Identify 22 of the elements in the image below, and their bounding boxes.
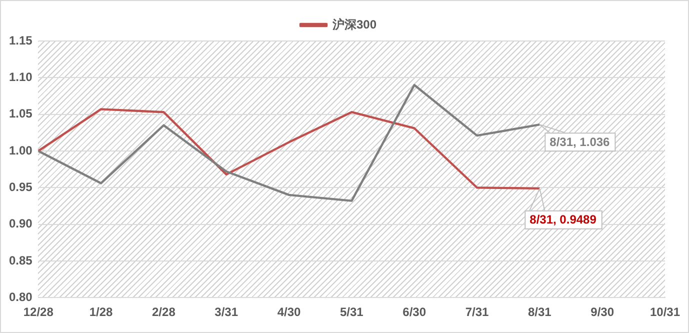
legend-label: 沪深300 bbox=[331, 17, 377, 32]
x-tick-label: 8/31 bbox=[528, 305, 552, 320]
x-tick-label: 5/31 bbox=[340, 305, 364, 320]
y-tick-label: 0.95 bbox=[8, 180, 33, 194]
x-tick-label: 4/30 bbox=[277, 305, 302, 320]
x-tick-label: 12/28 bbox=[23, 305, 54, 320]
x-tick-label: 10/31 bbox=[650, 305, 680, 320]
annotation: 8/31, 1.036 bbox=[550, 134, 610, 149]
y-tick-label: 1.05 bbox=[8, 106, 33, 121]
x-tick-label: 1/28 bbox=[89, 305, 114, 320]
y-tick-label: 1.00 bbox=[8, 143, 33, 158]
y-tick-label: 1.15 bbox=[8, 33, 33, 48]
x-tick-label: 3/31 bbox=[214, 305, 238, 320]
x-tick-label: 7/31 bbox=[465, 305, 489, 320]
y-tick-label: 1.10 bbox=[8, 70, 33, 84]
y-tick-label: 0.80 bbox=[8, 290, 33, 304]
y-tick-label: 0.90 bbox=[8, 216, 33, 231]
y-tick-label: 0.85 bbox=[8, 253, 33, 268]
x-tick-label: 2/28 bbox=[152, 305, 176, 320]
x-tick-label: 9/30 bbox=[590, 305, 614, 320]
annotation: 8/31, 0.9489 bbox=[530, 212, 597, 227]
x-tick-label: 6/30 bbox=[402, 305, 426, 320]
